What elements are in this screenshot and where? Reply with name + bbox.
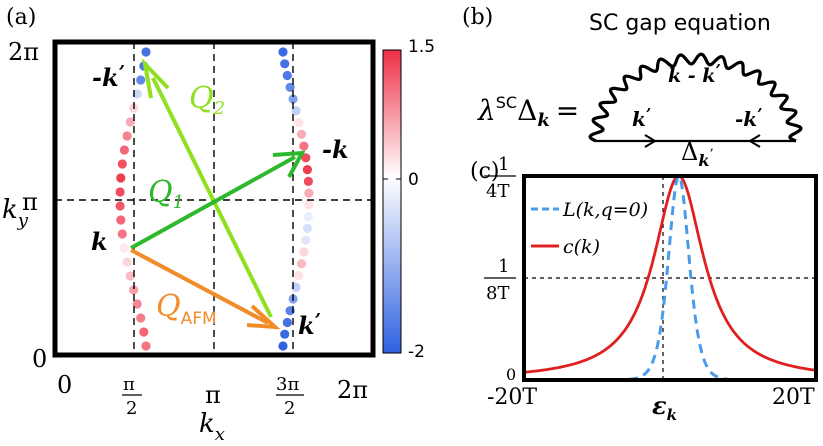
colorbar	[382, 49, 402, 354]
left-dot-19	[136, 313, 146, 323]
colorbar-mid-label: 0	[408, 170, 419, 190]
right-dot-5	[291, 106, 301, 116]
y-tick-2pi: 2π	[8, 38, 39, 66]
point-neg-kp-label: -k’	[92, 62, 125, 92]
diagram-kp-label: k’	[632, 105, 651, 131]
x-axis-label: kx	[199, 409, 225, 445]
panel-b-title: SC gap equation	[589, 11, 771, 36]
right-dot-13	[304, 200, 314, 210]
right-dot-8	[299, 141, 309, 151]
propagator-arrow-right	[748, 134, 761, 148]
right-dot-7	[296, 129, 307, 139]
right-dot-23	[282, 317, 292, 328]
y-tick-pi: π	[22, 188, 38, 216]
propagator-arrow-left	[644, 134, 657, 148]
y-tick-quarter-num: 1	[498, 154, 509, 175]
x-tick-right: 20T	[772, 385, 815, 410]
panel-c-label: (c)	[470, 159, 500, 184]
point-kp-label: k’	[298, 310, 321, 340]
right-dot-12	[304, 188, 314, 198]
left-dot-16	[125, 271, 135, 281]
left-dot-20	[139, 327, 149, 337]
left-dot-arc	[115, 47, 151, 351]
right-dot-4	[288, 94, 298, 104]
left-dot-9	[116, 173, 126, 183]
chart-frame	[522, 174, 818, 382]
legend-L-label: L(k,q=0)	[562, 199, 648, 221]
x-tick-three-pi-half-den: 2	[284, 398, 295, 419]
x-tick-zero: 0	[57, 371, 72, 399]
x-axis-label: εk	[652, 391, 677, 424]
vector-q2	[141, 57, 273, 318]
vector-q1	[130, 150, 306, 250]
right-dot-19	[294, 270, 304, 280]
right-dot-2	[282, 70, 292, 81]
x-tick-pi-half-den: 2	[126, 398, 137, 419]
right-dot-18	[296, 259, 307, 269]
vector-qafm	[130, 248, 281, 330]
series-c-line	[523, 174, 817, 374]
right-dot-17	[299, 247, 309, 257]
left-dot-17	[129, 285, 139, 295]
vector-qafm-label: QAFM	[156, 289, 217, 329]
left-dot-13	[117, 229, 127, 239]
vector-q2-label: Q2	[189, 81, 225, 119]
left-dot-10	[115, 187, 125, 197]
y-tick-zero: 0	[32, 345, 47, 373]
left-dot-5	[125, 117, 135, 127]
panel-b-label: (b)	[462, 5, 493, 30]
right-dot-6	[294, 118, 304, 128]
interaction-wavy-line	[588, 52, 803, 143]
left-dot-11	[115, 201, 125, 211]
x-tick-pi-half-num: π	[123, 374, 135, 395]
right-dot-15	[302, 223, 312, 233]
colorbar-min-label: -2	[408, 342, 425, 362]
left-dot-6	[122, 131, 132, 141]
left-dot-14	[119, 243, 129, 253]
right-dot-arc	[278, 47, 314, 351]
y-tick-zero: 0	[506, 365, 516, 384]
y-tick-quarter-den: 4T	[486, 181, 509, 202]
left-dot-7	[119, 145, 129, 155]
right-dot-24	[280, 329, 290, 339]
right-dot-25	[278, 341, 288, 351]
left-dot-18	[132, 299, 142, 309]
right-dot-16	[301, 235, 311, 245]
point-k-label: k	[91, 227, 108, 256]
right-dot-10	[302, 165, 312, 175]
gap-equation-lhs: λSCΔk =	[477, 93, 579, 131]
right-dot-11	[303, 176, 313, 186]
right-dot-14	[303, 212, 313, 222]
right-dot-0	[278, 47, 288, 57]
left-dot-15	[122, 257, 132, 267]
left-dot-0	[141, 47, 151, 57]
point-neg-k-label: -k	[322, 135, 349, 164]
y-tick-eighth-den: 8T	[486, 283, 509, 304]
x-tick-pi: π	[205, 381, 221, 409]
diagram-delta-kp: Δk’	[681, 138, 714, 170]
panel-a-frame	[52, 39, 376, 358]
momentum-transfer-label: k - k’	[668, 61, 721, 87]
y-axis-label: ky	[2, 195, 29, 231]
legend-c-label: c(k)	[563, 236, 600, 258]
left-dot-12	[116, 215, 126, 225]
colorbar-max-label: 1.5	[408, 37, 435, 57]
left-dot-21	[141, 341, 151, 351]
x-tick-left: -20T	[487, 385, 537, 410]
y-tick-eighth-num: 1	[498, 256, 509, 277]
right-dot-20	[291, 282, 301, 292]
diagram-neg-kp-label: -k’	[735, 105, 762, 131]
vector-q1-label: Q1	[148, 175, 184, 213]
x-tick-2pi: 2π	[337, 376, 368, 404]
left-dot-2	[136, 75, 146, 85]
right-dot-1	[280, 59, 290, 69]
right-dot-9	[301, 153, 311, 163]
x-tick-three-pi-half-num: 3π	[276, 374, 299, 395]
left-dot-3	[132, 89, 142, 99]
left-dot-8	[117, 159, 127, 169]
panel-a-label: (a)	[6, 5, 36, 30]
